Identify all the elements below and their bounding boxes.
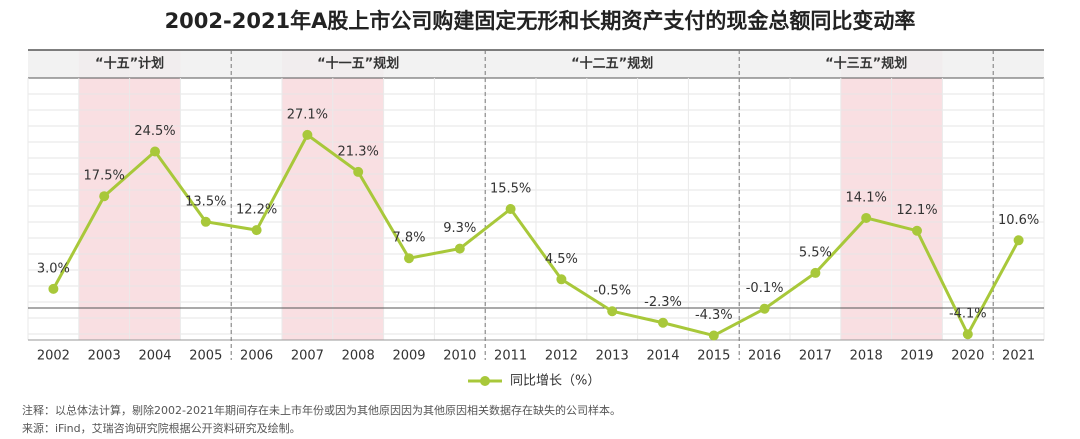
data-point	[48, 283, 59, 294]
data-point	[607, 306, 618, 317]
chart-title: 2002-2021年A股上市公司购建固定无形和长期资产支付的现金总额同比变动率	[165, 9, 916, 33]
data-point	[1013, 235, 1024, 246]
data-label: 14.1%	[846, 190, 887, 205]
highlight-band	[129, 50, 181, 340]
data-label: 12.1%	[896, 203, 937, 218]
x-tick-label: 2005	[189, 349, 222, 364]
series-line	[52, 132, 1020, 338]
data-label: 13.5%	[185, 194, 226, 209]
x-tick-label: 2018	[850, 349, 883, 364]
x-tick-label: 2004	[138, 349, 171, 364]
period-header	[28, 50, 1044, 78]
data-label: 4.5%	[545, 252, 578, 267]
legend-marker	[480, 376, 490, 386]
x-tick-label: 2009	[392, 349, 425, 364]
data-point	[200, 216, 211, 227]
x-tick-label: 2019	[900, 349, 933, 364]
x-tick-label: 2017	[799, 349, 832, 364]
footnote: 来源：iFind，艾瑞咨询研究院根据公开资料研究及绘制。	[22, 421, 301, 435]
x-tick-label: 2011	[494, 349, 527, 364]
data-point	[99, 191, 110, 202]
data-label: 17.5%	[84, 169, 125, 184]
x-tick-label: 2016	[748, 349, 781, 364]
data-point	[658, 317, 668, 328]
legend-label: 同比增长（%）	[510, 374, 600, 389]
data-label: -2.3%	[644, 295, 682, 310]
x-tick-label: 2012	[545, 349, 578, 364]
data-point	[454, 243, 465, 254]
period-label: “十二五”规划	[571, 56, 653, 72]
footnote: 注释：以总体法计算，剔除2002-2021年期间存在未上市年份或因为其他原因因为…	[22, 403, 621, 417]
data-label: 9.3%	[443, 221, 476, 236]
data-label: 27.1%	[287, 107, 328, 122]
data-point	[759, 303, 770, 314]
data-point	[251, 225, 262, 236]
data-label: -0.5%	[593, 284, 631, 299]
data-point	[810, 267, 821, 278]
period-label: “十五”计划	[95, 56, 164, 72]
data-label: -4.3%	[695, 308, 733, 323]
data-label: 21.3%	[338, 144, 379, 159]
data-point	[404, 253, 414, 264]
data-label: 15.5%	[490, 182, 531, 197]
data-point	[505, 204, 516, 214]
data-point	[150, 146, 160, 157]
x-tick-label: 2021	[1002, 349, 1035, 364]
data-point	[912, 225, 922, 236]
x-tick-label: 2014	[646, 349, 679, 364]
data-point	[962, 329, 973, 340]
data-point	[861, 212, 872, 223]
x-tick-label: 2015	[697, 349, 730, 364]
highlight-band	[891, 50, 943, 340]
highlight-band	[332, 50, 384, 340]
x-tick-label: 2002	[37, 349, 70, 364]
x-tick-label: 2008	[342, 349, 375, 364]
period-label: “十三五”规划	[825, 56, 907, 72]
data-point	[708, 330, 719, 341]
data-point	[302, 129, 313, 140]
period-label: “十一五”规划	[317, 56, 399, 72]
data-label: 3.0%	[37, 261, 70, 276]
x-tick-label: 2020	[951, 349, 984, 364]
data-label: 5.5%	[799, 245, 832, 260]
data-label: -0.1%	[746, 281, 784, 296]
x-tick-label: 2013	[596, 349, 629, 364]
data-label: 10.6%	[998, 213, 1039, 228]
highlight-band	[840, 50, 892, 340]
x-tick-label: 2003	[88, 349, 121, 364]
data-point	[556, 274, 567, 285]
data-point	[353, 166, 364, 177]
data-label: 12.2%	[236, 203, 277, 218]
highlight-band	[282, 50, 333, 340]
x-tick-label: 2010	[443, 349, 476, 364]
data-label: 7.8%	[392, 231, 425, 246]
x-tick-label: 2006	[240, 349, 273, 364]
data-label: 24.5%	[134, 124, 175, 139]
data-label: -4.1%	[949, 307, 987, 322]
x-tick-label: 2007	[291, 349, 324, 364]
